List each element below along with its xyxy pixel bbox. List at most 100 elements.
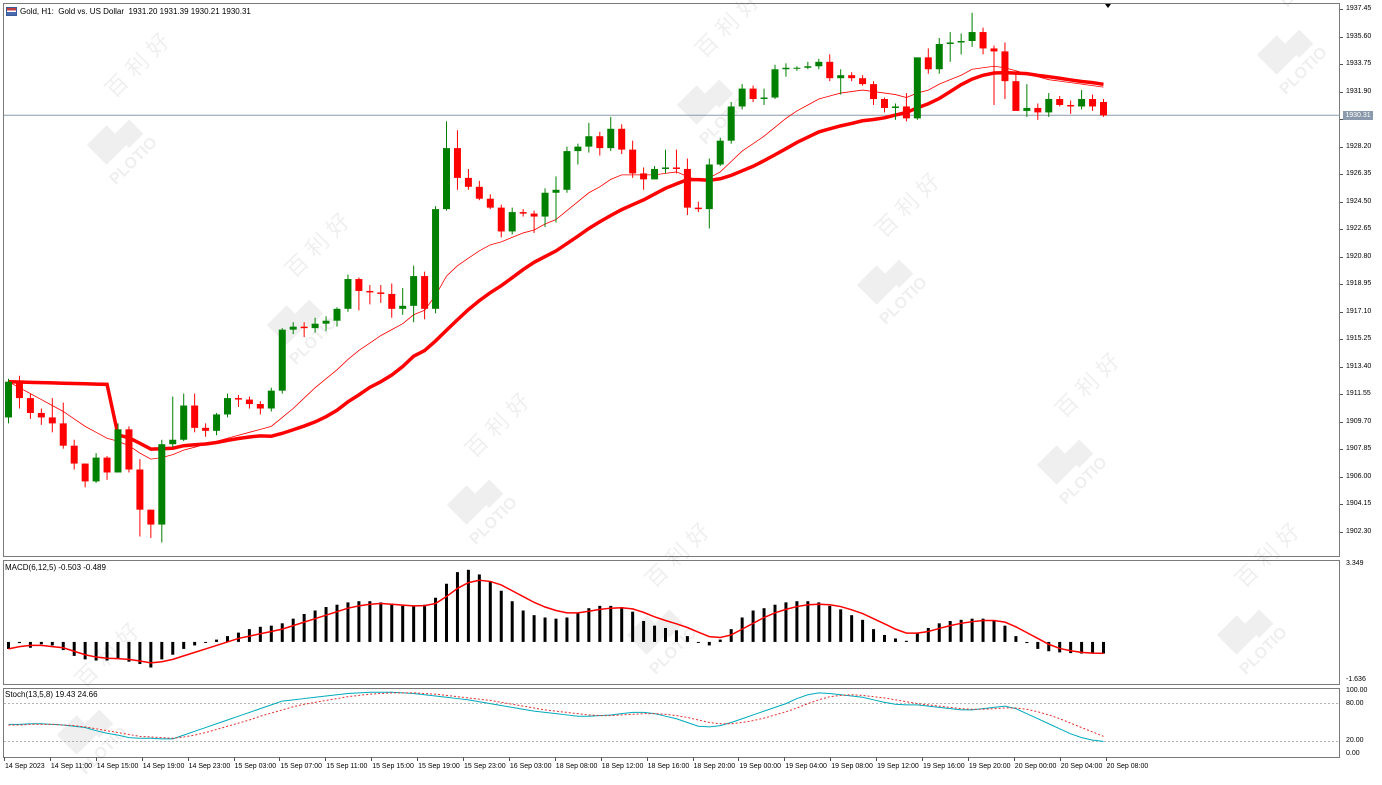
time-tick bbox=[876, 757, 878, 761]
price-tick bbox=[1340, 311, 1343, 313]
candle-body bbox=[70, 445, 78, 464]
candle-body bbox=[738, 88, 746, 107]
macd-bar bbox=[280, 623, 284, 642]
macd-bar bbox=[664, 627, 667, 642]
slow-ma-line bbox=[8, 70, 1104, 451]
price-tick bbox=[1340, 9, 1343, 10]
candle-body bbox=[453, 148, 461, 178]
candle-body bbox=[924, 57, 932, 70]
macd-bar bbox=[477, 574, 481, 642]
time-tick bbox=[187, 757, 189, 761]
candle-body bbox=[311, 323, 319, 329]
time-label: 19 Sep 00:00 bbox=[739, 763, 782, 770]
macd-bar bbox=[926, 627, 930, 642]
time-tick bbox=[1013, 757, 1015, 761]
time-label: 15 Sep 07:00 bbox=[280, 763, 323, 770]
price-label: 1931.90 bbox=[1346, 87, 1372, 95]
price-label: 1909.70 bbox=[1346, 417, 1372, 425]
macd-bar bbox=[554, 618, 558, 642]
candle-body bbox=[443, 148, 450, 210]
price-tick bbox=[1340, 532, 1343, 533]
candle-body bbox=[191, 405, 199, 428]
candle-body bbox=[727, 106, 735, 141]
candle-body bbox=[870, 84, 878, 100]
macd-bar bbox=[850, 615, 854, 642]
candle-body bbox=[410, 276, 418, 306]
time-label: 15 Sep 23:00 bbox=[464, 763, 506, 770]
candle-body bbox=[147, 509, 155, 525]
macd-bar bbox=[806, 601, 810, 642]
candle-body bbox=[421, 276, 429, 309]
price-label: 1913.40 bbox=[1346, 362, 1372, 370]
macd-bar bbox=[948, 620, 952, 642]
price-tick bbox=[1340, 64, 1343, 66]
macd-bar bbox=[992, 620, 996, 642]
time-label: 14 Sep 23:00 bbox=[188, 763, 231, 770]
macd-bar bbox=[685, 636, 689, 642]
candle-body bbox=[355, 279, 363, 291]
stoch-signal-line bbox=[8, 692, 1104, 739]
stoch-header: Stoch(13,5,8) 19.43 24.66 bbox=[5, 690, 98, 699]
macd-bar bbox=[412, 605, 416, 642]
candle-body bbox=[486, 198, 494, 208]
macd-bar bbox=[915, 632, 919, 642]
macd-bar bbox=[631, 611, 635, 642]
time-tick bbox=[417, 757, 419, 761]
time-tick bbox=[141, 757, 143, 761]
time-tick bbox=[4, 757, 5, 761]
macd-bar bbox=[1003, 625, 1007, 642]
candle-body bbox=[716, 140, 724, 165]
macd-bar bbox=[50, 641, 54, 646]
time-label: 19 Sep 12:00 bbox=[877, 763, 919, 770]
price-tick bbox=[1340, 339, 1343, 341]
candle-body bbox=[300, 326, 308, 329]
time-tick bbox=[508, 757, 510, 761]
candle-body bbox=[202, 427, 210, 431]
candle-body bbox=[640, 173, 648, 180]
candle-body bbox=[881, 99, 888, 108]
candle-body bbox=[48, 417, 56, 424]
macd-bar bbox=[83, 641, 87, 660]
candle-body bbox=[979, 32, 987, 49]
price-pane[interactable] bbox=[3, 3, 1340, 557]
time-tick bbox=[463, 757, 464, 761]
chart-menu-icon[interactable] bbox=[6, 7, 17, 16]
candle-body bbox=[333, 308, 341, 321]
macd-header: MACD(6,12,5) -0.503 -0.489 bbox=[5, 563, 106, 572]
macd-pane[interactable] bbox=[3, 560, 1340, 685]
candle-body bbox=[1056, 99, 1064, 105]
candle-body bbox=[826, 61, 834, 79]
candle-body bbox=[913, 57, 921, 119]
time-tick bbox=[554, 757, 556, 761]
candle-body bbox=[804, 66, 812, 68]
macd-bar bbox=[226, 636, 229, 642]
macd-bar bbox=[565, 617, 569, 642]
candle-body bbox=[1100, 101, 1107, 116]
candle-body bbox=[530, 213, 538, 217]
price-label: 1920.80 bbox=[1346, 252, 1372, 260]
candle-body bbox=[59, 423, 67, 446]
time-tick bbox=[49, 757, 51, 761]
macd-bar bbox=[981, 618, 985, 642]
candle-body bbox=[256, 404, 264, 409]
macd-bar bbox=[193, 641, 197, 646]
time-label: 18 Sep 12:00 bbox=[601, 763, 644, 770]
price-label: 1924.50 bbox=[1346, 197, 1372, 205]
stoch-scale-label: 0.00 bbox=[1346, 750, 1360, 757]
candle-body bbox=[902, 106, 910, 119]
macd-bar bbox=[1091, 641, 1095, 654]
macd-bar bbox=[762, 608, 766, 642]
candle-body bbox=[1089, 99, 1097, 107]
candle-body bbox=[705, 164, 713, 210]
candle-body bbox=[782, 67, 790, 70]
shift-marker-icon bbox=[1105, 4, 1111, 8]
macd-bar bbox=[1047, 641, 1051, 652]
macd-bar bbox=[609, 605, 613, 642]
stoch-pane[interactable] bbox=[3, 688, 1340, 758]
candle-body bbox=[749, 88, 757, 100]
candle-body bbox=[683, 168, 691, 208]
candle-body bbox=[563, 151, 571, 190]
macd-bar bbox=[751, 610, 755, 642]
macd-bar bbox=[379, 602, 383, 642]
